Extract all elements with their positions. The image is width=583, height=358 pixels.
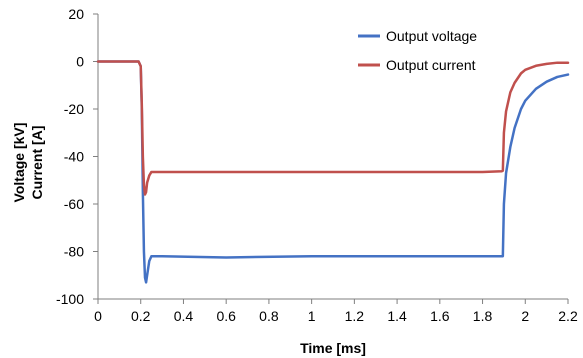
series-lines: [96, 60, 570, 284]
x-tick-label: 2.2: [558, 308, 578, 324]
y-ticks: 20 0 -20 -40 -60 -80 -100: [56, 6, 98, 307]
x-tick-label: 1.2: [345, 308, 365, 324]
y-tick-label: 20: [68, 6, 84, 22]
x-tick-label: 0.2: [131, 308, 151, 324]
y-tick-label: -20: [64, 101, 84, 117]
x-tick-label: 0: [94, 308, 102, 324]
x-tick-label: 1.6: [430, 308, 450, 324]
y-tick-label: -60: [64, 196, 84, 212]
y-tick-label: -40: [64, 149, 84, 165]
x-tick-label: 1.4: [387, 308, 407, 324]
x-axis-title: Time [ms]: [300, 340, 366, 356]
legend: Output voltage Output current: [358, 28, 477, 73]
x-tick-label: 0.6: [216, 308, 236, 324]
x-tick-label: 1: [308, 308, 316, 324]
y-axis-title: Voltage [kV] Current [A]: [11, 123, 45, 203]
y-axis-title-line: Voltage [kV]: [11, 123, 27, 203]
legend-label-output-current: Output current: [386, 57, 476, 73]
y-axis-title-line: Current [A]: [29, 126, 45, 200]
y-tick-label: 0: [76, 54, 84, 70]
series-line-output-voltage: [96, 60, 570, 284]
legend-label-output-voltage: Output voltage: [386, 28, 477, 44]
series-line-output-current: [96, 60, 570, 196]
y-tick-label: -100: [56, 291, 84, 307]
x-ticks: 0 0.2 0.4 0.6 0.8 1 1.2 1.4 1.6 1.8 2 2.2: [94, 299, 578, 324]
x-tick-label: 0.8: [259, 308, 279, 324]
x-tick-label: 2: [521, 308, 529, 324]
y-tick-label: -80: [64, 244, 84, 260]
x-tick-label: 1.8: [473, 308, 493, 324]
x-tick-label: 0.4: [174, 308, 194, 324]
